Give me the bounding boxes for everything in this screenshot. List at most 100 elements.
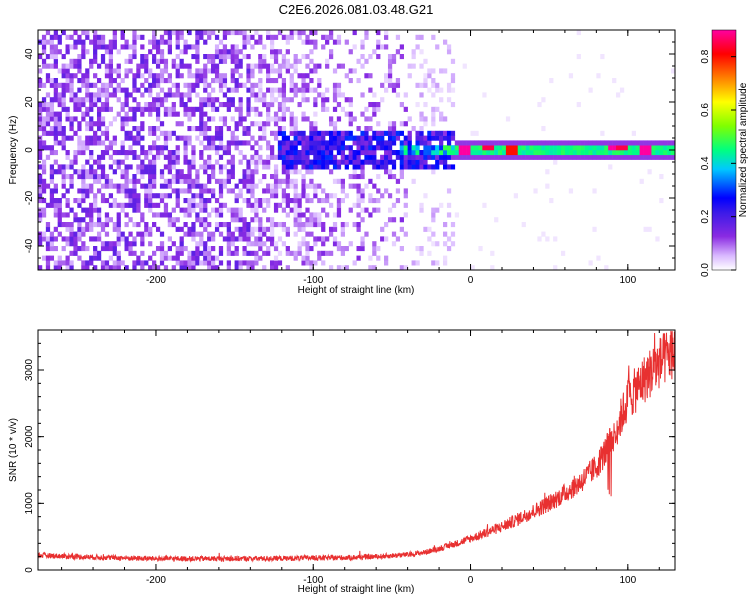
heatmap-cell (328, 49, 334, 55)
heatmap-cell (49, 169, 55, 175)
heatmap-cell (195, 73, 200, 79)
heatmap-cell (230, 250, 235, 256)
heatmap-cell (179, 241, 184, 247)
heatmap-cell (207, 54, 212, 60)
heatmap-cell (427, 150, 432, 156)
heatmap-cell (207, 92, 212, 98)
heatmap-cell (77, 174, 82, 180)
heatmap-cell (89, 121, 94, 127)
heatmap-cell (368, 178, 373, 184)
heatmap-cell (49, 246, 55, 252)
heatmap-cell (403, 193, 408, 199)
heatmap-cell (446, 140, 452, 146)
heatmap-cell (250, 135, 255, 141)
heatmap-cell (273, 174, 279, 180)
heatmap-cell (128, 241, 133, 247)
heatmap-cell (572, 150, 577, 156)
heatmap-cell (191, 82, 196, 88)
heatmap-cell (128, 130, 133, 136)
heatmap-cell (77, 150, 82, 156)
heatmap-cell (368, 193, 373, 199)
heatmap-cell (281, 58, 287, 64)
heatmap-cell (49, 44, 55, 50)
colorbar-gradient (712, 30, 736, 270)
heatmap-cell (230, 54, 235, 60)
heatmap-cell (427, 73, 432, 79)
heatmap-cell (187, 116, 192, 122)
heatmap-cell (152, 73, 157, 79)
heatmap-cell (49, 193, 55, 199)
heatmap-cell (116, 111, 121, 117)
heatmap-cell (155, 97, 161, 103)
heatmap-cell (77, 202, 82, 208)
heatmap-cell (356, 226, 361, 232)
heatmap-cell (199, 111, 204, 117)
spectrogram-y-label: Frequency (Hz) (8, 116, 19, 185)
heatmap-cell (120, 145, 125, 151)
heatmap-cell (207, 188, 212, 194)
heatmap-cell (360, 63, 365, 69)
heatmap-cell (171, 255, 176, 261)
heatmap-cell (238, 207, 243, 213)
heatmap-cell (246, 111, 251, 117)
heatmap-cell (246, 231, 251, 237)
heatmap-cell (230, 154, 235, 160)
heatmap-cell (321, 164, 326, 170)
heatmap-cell (671, 145, 675, 151)
heatmap-cell (53, 34, 58, 40)
heatmap-cell (317, 140, 322, 146)
heatmap-cell (124, 178, 129, 184)
heatmap-cell (171, 82, 176, 88)
heatmap-cell (175, 150, 180, 156)
heatmap-cell (53, 159, 58, 165)
heatmap-cell (85, 111, 90, 117)
heatmap-cell (218, 250, 224, 256)
heatmap-cell (85, 82, 90, 88)
heatmap-cell (96, 135, 102, 141)
heatmap-cell (332, 87, 338, 93)
heatmap-cell (242, 198, 247, 204)
heatmap-cell (191, 231, 196, 237)
heatmap-cell (293, 178, 298, 184)
heatmap-cell (403, 150, 408, 156)
heatmap-cell (423, 135, 428, 141)
heatmap-cell (639, 145, 644, 151)
heatmap-cell (529, 145, 534, 151)
heatmap-cell (258, 68, 263, 74)
heatmap-cell (167, 44, 172, 50)
heatmap-cell (254, 207, 259, 213)
heatmap-cell (293, 154, 298, 160)
heatmap-cell (152, 58, 157, 64)
heatmap-cell (167, 30, 172, 36)
heatmap-cell (211, 63, 216, 69)
heatmap-cell (352, 174, 357, 180)
heatmap-cell (348, 154, 353, 160)
heatmap-cell (246, 97, 251, 103)
heatmap-cell (254, 212, 259, 218)
heatmap-cell (254, 30, 259, 36)
heatmap-cell (187, 92, 192, 98)
heatmap-cell (454, 150, 460, 156)
heatmap-cell (309, 140, 314, 146)
heatmap-cell (234, 68, 239, 74)
heatmap-cell (332, 126, 338, 132)
heatmap-cell (218, 54, 224, 60)
heatmap-cell (53, 97, 58, 103)
heatmap-cell (348, 121, 353, 127)
heatmap-cell (112, 265, 117, 270)
heatmap-cell (199, 97, 204, 103)
heatmap-cell (171, 154, 176, 160)
heatmap-cell (631, 145, 636, 151)
heatmap-cell (81, 183, 86, 189)
heatmap-cell (407, 159, 412, 165)
heatmap-cell (148, 207, 153, 213)
heatmap-cell (289, 159, 294, 165)
heatmap-cell (419, 49, 424, 55)
heatmap-cell (144, 58, 149, 64)
heatmap-cell (372, 246, 377, 252)
heatmap-cell (450, 130, 456, 136)
heatmap-cell (93, 130, 98, 136)
heatmap-cell (384, 255, 389, 261)
heatmap-cell (128, 135, 133, 141)
heatmap-cell (250, 188, 255, 194)
